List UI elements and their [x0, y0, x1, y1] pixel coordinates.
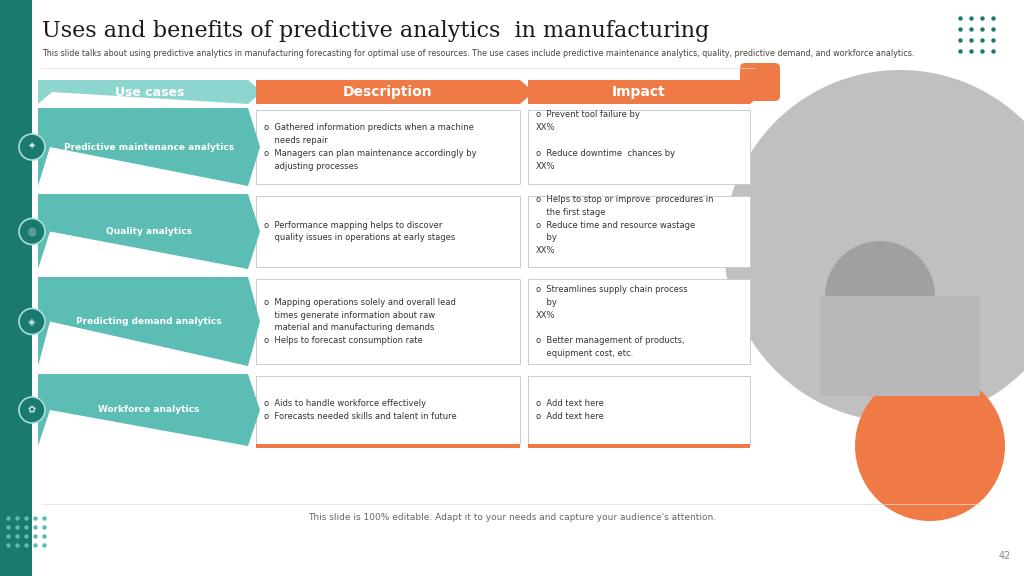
Circle shape	[722, 68, 1024, 424]
Polygon shape	[38, 194, 260, 269]
Text: ✿: ✿	[28, 405, 36, 415]
Circle shape	[19, 309, 45, 335]
Text: ✦: ✦	[28, 142, 36, 152]
Text: o  Gathered information predicts when a machine
    needs repair
o  Managers can: o Gathered information predicts when a m…	[264, 123, 476, 170]
Text: o  Mapping operations solely and overall lead
    times generate information abo: o Mapping operations solely and overall …	[264, 298, 456, 345]
FancyBboxPatch shape	[528, 376, 750, 444]
Text: Predictive maintenance analytics: Predictive maintenance analytics	[63, 142, 234, 151]
Polygon shape	[528, 80, 764, 104]
Circle shape	[19, 397, 45, 423]
Text: 42: 42	[998, 551, 1011, 561]
FancyBboxPatch shape	[256, 376, 520, 444]
Text: Workforce analytics: Workforce analytics	[98, 406, 200, 415]
Text: o  Aids to handle workforce effectively
o  Forecasts needed skills and talent in: o Aids to handle workforce effectively o…	[264, 399, 457, 421]
Polygon shape	[38, 374, 260, 446]
Text: Predicting demand analytics: Predicting demand analytics	[76, 317, 222, 326]
Text: Uses and benefits of predictive analytics  in manufacturing: Uses and benefits of predictive analytic…	[42, 20, 710, 42]
Polygon shape	[38, 108, 260, 186]
FancyBboxPatch shape	[528, 196, 750, 267]
FancyBboxPatch shape	[256, 196, 520, 267]
FancyBboxPatch shape	[740, 63, 780, 101]
Text: o  Prevent tool failure by 
XX%

o  Reduce downtime  chances by 
XX%: o Prevent tool failure by XX% o Reduce d…	[536, 111, 678, 184]
Polygon shape	[38, 80, 262, 104]
Text: Description: Description	[343, 85, 433, 99]
Circle shape	[825, 241, 935, 351]
Circle shape	[19, 134, 45, 160]
Text: Quality analytics: Quality analytics	[106, 227, 193, 236]
Bar	[528, 444, 750, 448]
Bar	[820, 296, 980, 396]
Text: Use cases: Use cases	[116, 85, 184, 98]
FancyBboxPatch shape	[256, 279, 520, 364]
Circle shape	[19, 218, 45, 244]
Text: o  Streamlines supply chain process
    by 
XX%

o  Better management of product: o Streamlines supply chain process by XX…	[536, 285, 688, 358]
Text: ◎: ◎	[28, 226, 36, 237]
Text: This slide talks about using predictive analytics in manufacturing forecasting f: This slide talks about using predictive …	[42, 49, 914, 58]
Polygon shape	[256, 80, 534, 104]
Text: o  Add text here
o  Add text here: o Add text here o Add text here	[536, 399, 604, 421]
Text: This slide is 100% editable. Adapt it to your needs and capture your audience's : This slide is 100% editable. Adapt it to…	[308, 513, 716, 522]
Text: o  Performance mapping helps to discover
    quality issues in operations at ear: o Performance mapping helps to discover …	[264, 221, 456, 242]
Polygon shape	[38, 277, 260, 366]
FancyBboxPatch shape	[528, 110, 750, 184]
Circle shape	[855, 371, 1005, 521]
Circle shape	[724, 70, 1024, 422]
Text: Impact: Impact	[612, 85, 666, 99]
Text: o  Helps to stop or improve  procedures in
    the first stage
o  Reduce time an: o Helps to stop or improve procedures in…	[536, 195, 714, 268]
Bar	[256, 444, 520, 448]
Text: ◈: ◈	[29, 316, 36, 327]
Bar	[0, 0, 32, 576]
FancyBboxPatch shape	[528, 279, 750, 364]
FancyBboxPatch shape	[256, 110, 520, 184]
